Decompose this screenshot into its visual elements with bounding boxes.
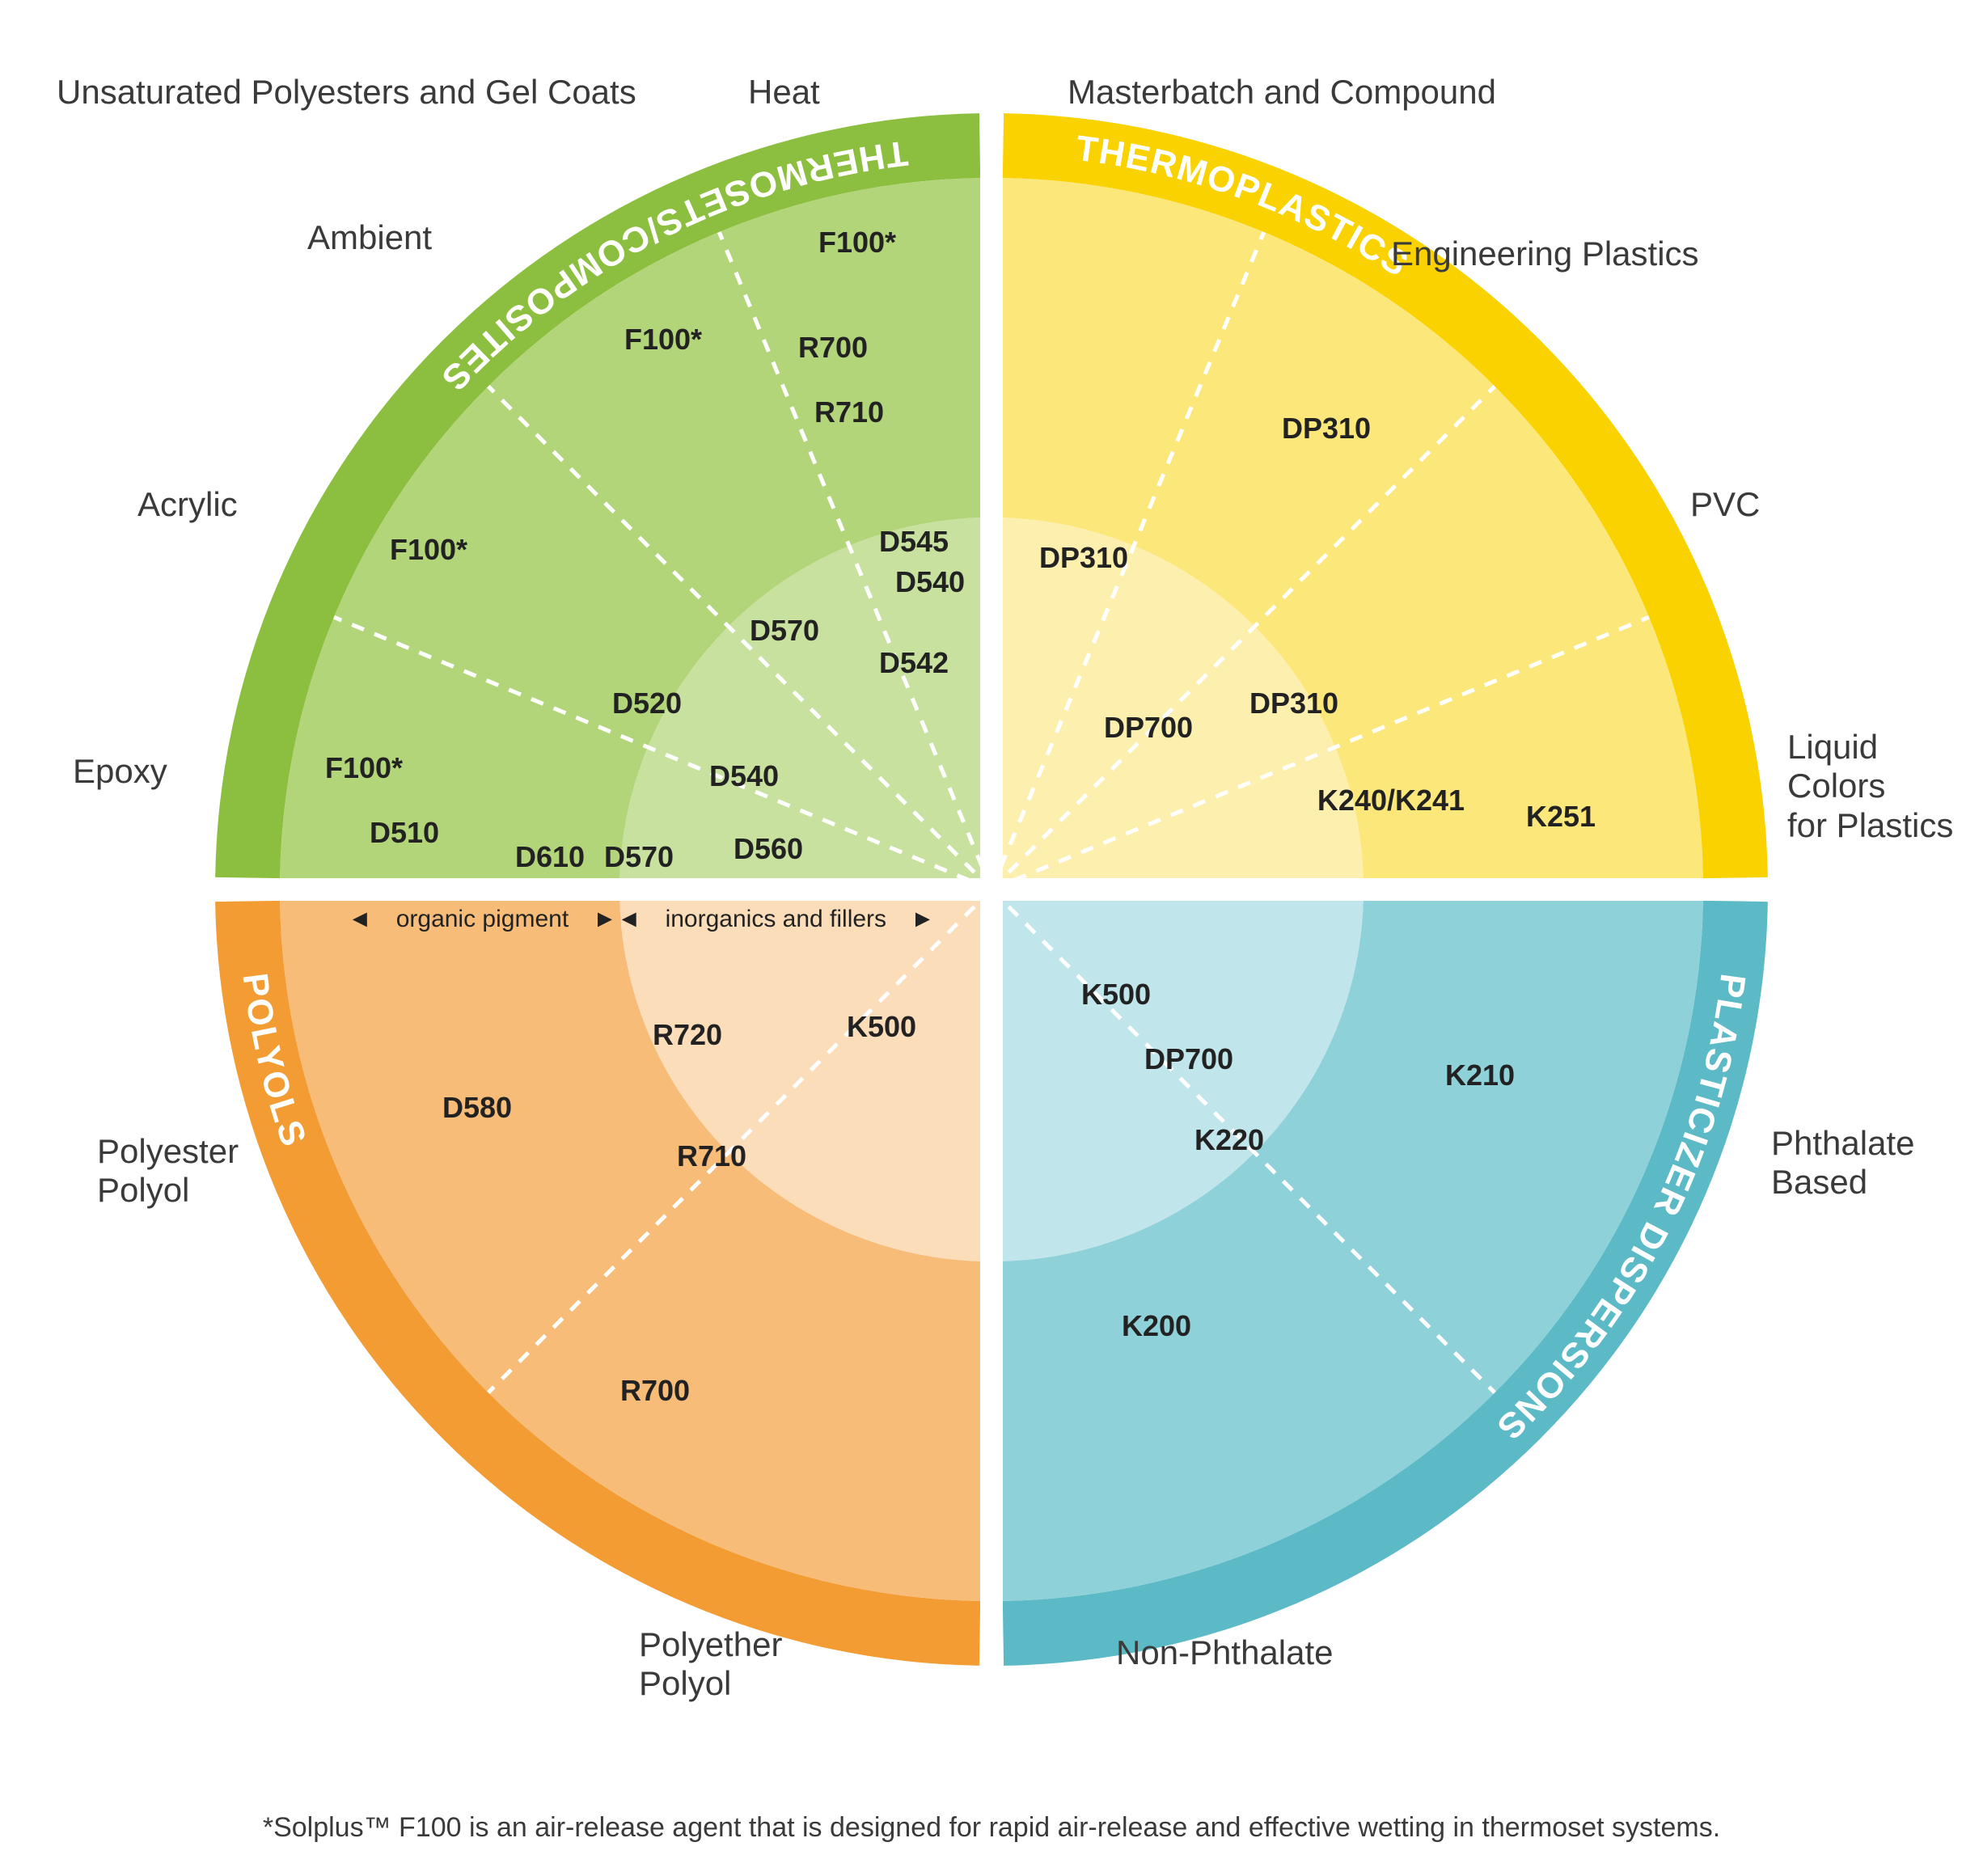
product-code: D580: [442, 1091, 512, 1125]
product-code: D540: [895, 565, 965, 599]
product-code: R700: [798, 331, 868, 365]
arrow-left-icon: ◄: [348, 906, 372, 932]
outer-label: PVC: [1690, 485, 1760, 524]
product-code: K251: [1526, 800, 1596, 834]
product-code: DP310: [1282, 412, 1371, 446]
product-code: D540: [709, 759, 779, 793]
product-code: F100*: [818, 226, 896, 260]
outer-label: Non-Phthalate: [1116, 1633, 1334, 1672]
product-code: D510: [370, 816, 439, 850]
radial-chart: THERMOSETS/COMPOSITESTHERMOPLASTICSPLAST…: [0, 0, 1983, 1876]
outer-label: Ambient: [307, 218, 432, 257]
outer-label: PolyesterPolyol: [97, 1132, 239, 1211]
product-code: D610: [515, 840, 585, 874]
product-code: D520: [612, 687, 682, 720]
product-code: R710: [814, 395, 884, 429]
product-code: DP700: [1104, 711, 1193, 745]
product-code: R720: [653, 1018, 722, 1052]
product-code: F100*: [624, 323, 702, 357]
axis-left-label: organic pigment: [396, 906, 569, 932]
product-code: D545: [879, 525, 949, 559]
axis-right-label: inorganics and fillers: [666, 906, 886, 932]
product-code: R710: [677, 1139, 746, 1173]
outer-label: Masterbatch and Compound: [1068, 73, 1496, 112]
arrow-right-icon: ►: [911, 906, 935, 932]
outer-label: Unsaturated Polyesters and Gel Coats: [57, 73, 636, 112]
radial-axis-labels: ◄organic pigment►◄inorganics and fillers…: [348, 906, 935, 933]
product-code: K240/K241: [1317, 784, 1465, 818]
product-code: DP310: [1039, 541, 1128, 575]
product-code: D560: [734, 832, 803, 866]
arrow-left-icon: ◄: [617, 906, 641, 932]
outer-label: Heat: [748, 73, 820, 112]
product-code: K220: [1194, 1123, 1264, 1157]
product-code: D570: [750, 614, 819, 648]
outer-label: Engineering Plastics: [1391, 234, 1699, 273]
product-code: K500: [847, 1010, 916, 1044]
product-code: F100*: [390, 533, 467, 567]
product-code: F100*: [325, 751, 403, 785]
footnote: *Solplus™ F100 is an air-release agent t…: [183, 1812, 1800, 1844]
product-code: K200: [1122, 1309, 1191, 1343]
outer-label: Epoxy: [73, 752, 167, 791]
outer-label: Acrylic: [137, 485, 238, 524]
product-code: K500: [1081, 978, 1151, 1012]
outer-label: PolyetherPolyol: [639, 1625, 782, 1704]
arrow-right-icon: ►: [593, 906, 617, 932]
product-code: D570: [604, 840, 674, 874]
product-code: D542: [879, 646, 949, 680]
product-code: DP310: [1249, 687, 1338, 720]
product-code: R700: [620, 1374, 690, 1408]
product-code: DP700: [1144, 1042, 1233, 1076]
outer-label: Liquid Colorsfor Plastics: [1787, 728, 1983, 845]
diagram-container: THERMOSETS/COMPOSITESTHERMOPLASTICSPLAST…: [0, 0, 1983, 1876]
product-code: K210: [1445, 1058, 1515, 1092]
outer-label: PhthalateBased: [1771, 1124, 1914, 1202]
